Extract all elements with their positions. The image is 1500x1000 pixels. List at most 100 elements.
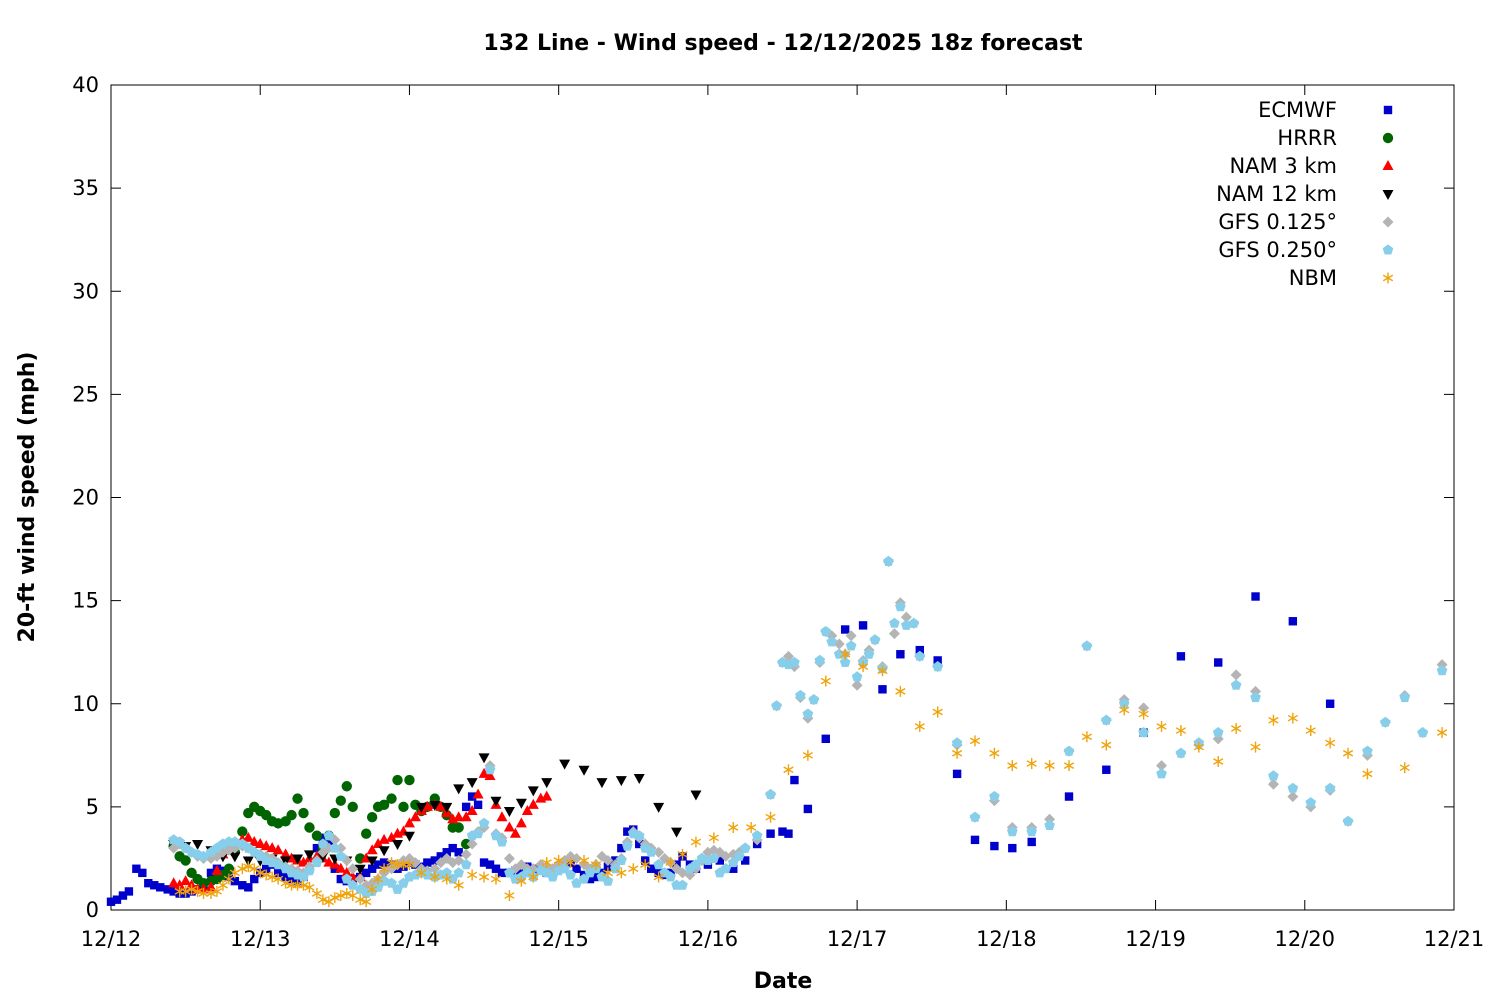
data-point [571,877,582,888]
data-point [453,879,464,891]
data-point [628,863,639,875]
data-point [186,883,197,895]
data-point [990,841,999,851]
data-point [478,871,490,883]
data-point [272,844,284,855]
data-point [460,848,472,860]
data-point [653,859,664,870]
data-point [1287,782,1299,793]
y-tick-label: 15 [72,589,99,613]
data-point [386,831,398,842]
data-point [1026,758,1037,770]
x-tick-label: 12/16 [678,927,739,951]
data-point [386,877,397,888]
plot-area-frame [110,84,1455,911]
data-point [430,856,440,865]
data-point [335,850,347,861]
data-point [1399,762,1410,774]
data-point [622,840,633,851]
data-point [441,867,453,878]
chart-title: 132 Line - Wind speed - 12/12/2025 18z f… [483,31,1083,56]
data-point [373,860,383,869]
data-point [808,694,820,705]
data-point [1268,770,1279,781]
data-point [989,747,1000,759]
y-tick-label: 20 [72,486,99,510]
data-point [1324,782,1336,793]
data-point [1268,714,1279,726]
data-point [952,769,962,779]
data-point [273,868,283,878]
data-point [783,764,794,776]
data-point [341,866,353,877]
data-point [366,844,378,855]
data-point [485,860,495,869]
legend-label: GFS 0.125° [1218,210,1337,234]
data-point [509,827,521,838]
data-point [318,833,328,843]
data-point [329,842,341,853]
data-point [790,775,799,785]
data-point [1175,747,1187,758]
data-point [1399,692,1411,703]
data-point [1305,797,1317,808]
data-point [914,650,926,661]
data-point [515,817,527,828]
data-point [124,887,134,896]
x-tick-label: 12/18 [976,927,1037,951]
data-point [237,826,248,837]
data-point [403,831,415,842]
data-point [751,830,763,841]
data-point [826,636,838,647]
legend-marker [1382,272,1394,284]
data-point [503,807,515,817]
data-point [1212,727,1224,738]
data-point [528,871,539,883]
legend-marker [1383,105,1393,115]
data-point [223,873,234,885]
data-point [1063,760,1075,772]
data-point [602,867,614,879]
data-point [242,831,254,842]
data-point [311,857,323,868]
data-point [565,869,576,880]
data-point [205,888,217,899]
data-point [932,706,943,718]
data-point [896,650,905,659]
data-point [156,883,165,892]
data-point [118,891,128,900]
data-point [653,846,665,858]
data-point [665,871,676,882]
data-point [888,628,900,640]
data-point [341,781,352,792]
data-point [355,894,366,906]
data-point [354,864,366,875]
y-tick-label: 5 [86,795,99,819]
data-point [863,648,875,659]
data-point [646,864,656,873]
data-point [889,617,900,628]
data-point [653,802,665,813]
data-point [180,885,191,897]
data-point [878,685,887,694]
data-point [565,857,576,869]
x-tick-label: 12/17 [827,927,888,951]
data-point [150,881,159,890]
data-point [453,822,464,833]
data-point [515,798,527,809]
data-point [1436,727,1448,739]
data-point [623,827,632,836]
data-point [1193,741,1204,753]
y-axis-label: 20-ft wind speed (mph) [15,352,40,643]
data-point [708,832,719,844]
data-point [497,868,507,878]
data-point [230,876,240,886]
data-point [1007,760,1018,772]
x-tick-label: 12/12 [81,927,142,951]
data-point [460,859,472,870]
legend-marker [1382,132,1394,144]
data-point [311,888,323,899]
data-point [784,829,793,838]
